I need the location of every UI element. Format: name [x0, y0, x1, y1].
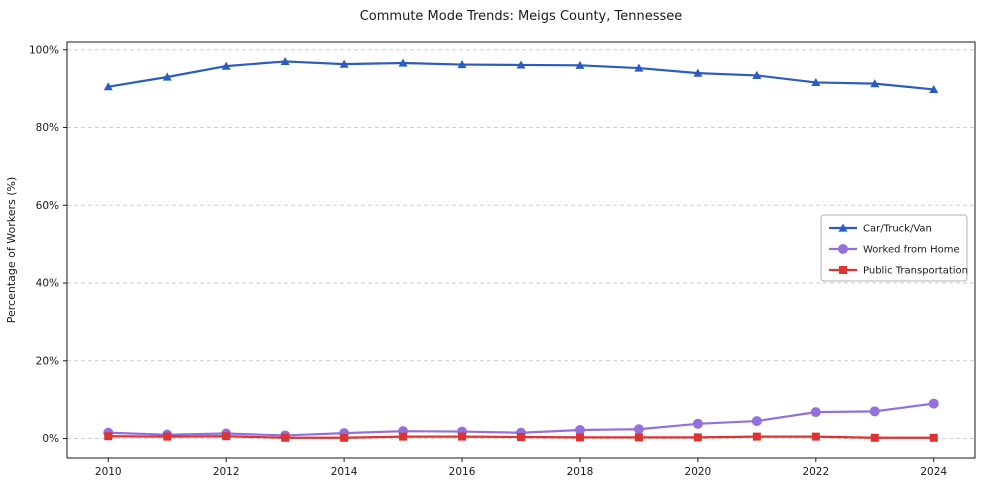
y-tick-label: 40%: [36, 278, 59, 290]
data-point-marker: [692, 418, 703, 429]
data-point-marker: [104, 432, 113, 441]
x-tick-label: 2024: [920, 466, 947, 478]
legend-box: [820, 214, 968, 282]
x-tick-label: 2016: [449, 466, 476, 478]
y-tick-label: 0%: [42, 433, 59, 445]
data-point-marker: [458, 432, 467, 441]
x-tick-label: 2012: [213, 466, 240, 478]
data-point-marker: [340, 433, 349, 442]
y-tick-label: 20%: [36, 355, 59, 367]
data-point-marker: [693, 433, 702, 442]
data-point-marker: [839, 266, 847, 274]
data-point-marker: [929, 84, 939, 94]
data-point-marker: [281, 433, 290, 442]
legend: Car/Truck/Van Worked from Home Public Tran…: [820, 214, 968, 282]
x-tick-label: 2020: [685, 466, 712, 478]
legend-label: Car/Truck/Van: [863, 224, 932, 235]
data-point-marker: [399, 432, 408, 441]
series-lines: [103, 56, 939, 442]
data-point-marker: [163, 432, 172, 441]
x-tick-label: 2018: [567, 466, 594, 478]
data-point-marker: [517, 433, 525, 442]
data-point-marker: [457, 60, 467, 69]
legend-label: Public Transportation: [863, 266, 968, 277]
data-point-marker: [575, 60, 585, 69]
x-tick-label: 2022: [802, 466, 829, 478]
data-point-marker: [103, 82, 113, 91]
data-point-marker: [838, 244, 848, 254]
plot-border: [66, 41, 976, 459]
data-point-marker: [634, 433, 643, 442]
data-point-marker: [633, 424, 644, 435]
data-point-marker: [870, 433, 879, 442]
data-point-marker: [751, 416, 762, 427]
data-point-marker: [869, 406, 880, 417]
legend-label: Worked from Home: [863, 245, 960, 256]
data-point-marker: [634, 63, 644, 72]
data-point-marker: [162, 72, 172, 81]
data-point-marker: [752, 70, 762, 80]
y-tick-label: 80%: [36, 122, 59, 134]
data-point-marker: [280, 56, 290, 66]
data-point-marker: [810, 407, 821, 418]
y-tick-label: 100%: [29, 44, 59, 56]
series-public-transportation: [104, 432, 938, 442]
data-point-marker: [574, 425, 585, 436]
data-point-marker: [870, 79, 880, 88]
data-point-marker: [398, 58, 408, 67]
data-point-marker: [222, 432, 231, 441]
data-point-marker: [838, 223, 848, 232]
y-tick-label: 60%: [36, 200, 59, 212]
data-point-marker: [811, 77, 821, 87]
chart-title: Commute Mode Trends: Meigs County, Tenne…: [360, 9, 683, 24]
x-tick-label: 2010: [95, 466, 122, 478]
data-point-marker: [575, 433, 584, 442]
gridlines: [67, 49, 975, 440]
data-point-marker: [928, 398, 939, 409]
data-point-marker: [516, 60, 526, 69]
data-point-marker: [752, 432, 761, 441]
x-tick-label: 2014: [331, 466, 358, 478]
data-point-marker: [339, 59, 349, 68]
data-point-marker: [929, 433, 938, 442]
data-point-marker: [221, 61, 231, 70]
series-car-truck-van: [103, 56, 939, 94]
data-point-marker: [811, 432, 820, 441]
axes: 2010 2012 2014 2016 2018 2020 2022 2024 0% 20% 40%…: [29, 41, 976, 478]
data-point-marker: [693, 68, 703, 77]
y-axis-label: Percentage of Workers (%): [5, 177, 18, 324]
